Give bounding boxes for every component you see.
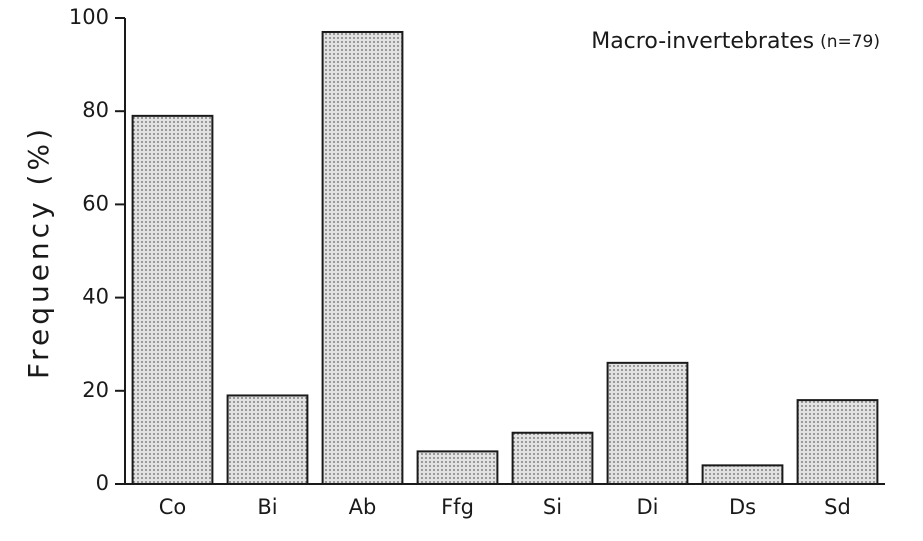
chart-subtitle: (n=79) [820, 32, 880, 52]
bar [226, 394, 309, 485]
y-tick-label: 80 [82, 98, 109, 122]
bar [796, 399, 879, 485]
y-axis-label: Frequency (%) [22, 125, 55, 379]
x-tick-label: Sd [824, 495, 851, 519]
bar [701, 464, 784, 485]
x-tick-label: Bi [257, 495, 277, 519]
y-tick-label: 100 [69, 5, 109, 29]
chart-title: Macro-invertebrates [591, 29, 814, 54]
bar [131, 114, 214, 486]
bar [511, 431, 594, 485]
x-tick-label: Ffg [441, 495, 474, 519]
y-tick-label: 0 [96, 471, 109, 495]
y-tick-label: 60 [82, 191, 109, 215]
y-tick-label: 20 [82, 378, 109, 402]
x-tick-label: Ds [729, 495, 756, 519]
x-tick-label: Co [159, 495, 187, 519]
x-tick-label: Ab [349, 495, 377, 519]
y-tick-label: 40 [82, 285, 109, 309]
x-tick-label: Di [636, 495, 658, 519]
chart-title-group: Macro-invertebrates (n=79) [591, 29, 880, 54]
bar [321, 30, 404, 485]
bar [416, 450, 499, 486]
x-tick-label: Si [543, 495, 562, 519]
bar [606, 361, 689, 485]
